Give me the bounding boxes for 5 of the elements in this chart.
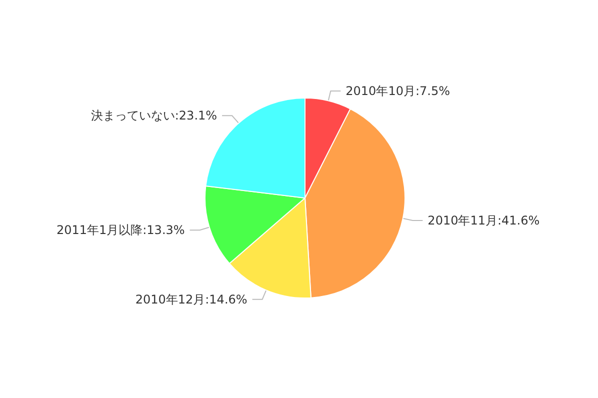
slice-label: 2011年1月以降:13.3% — [56, 223, 185, 238]
slice-label: 2010年12月:14.6% — [135, 292, 248, 306]
slice-label: 2010年11月:41.6% — [428, 213, 540, 228]
slice-label: 決まっていない:23.1% — [90, 108, 218, 123]
slice-label: 2010年10月:7.5% — [346, 84, 450, 98]
